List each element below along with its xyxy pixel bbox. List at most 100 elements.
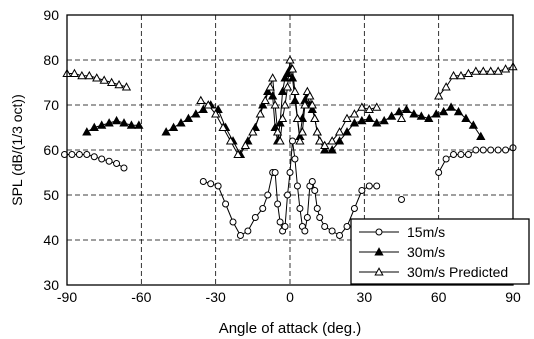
x-tick-label: 30	[357, 289, 373, 305]
data-point	[461, 113, 471, 123]
data-point	[191, 109, 201, 118]
data-point	[372, 102, 382, 111]
data-point	[358, 187, 366, 194]
data-point	[134, 120, 144, 129]
data-point	[327, 136, 337, 145]
data-point	[126, 120, 137, 129]
data-point	[394, 106, 404, 116]
data-point	[464, 151, 472, 158]
data-point	[264, 191, 272, 199]
data-point	[286, 169, 294, 176]
plot-frame	[66, 14, 514, 286]
data-point	[303, 214, 311, 221]
data-point	[285, 55, 295, 64]
data-point	[396, 113, 407, 123]
data-point	[441, 82, 451, 91]
data-point	[478, 66, 488, 75]
y-tick-label: 80	[43, 52, 59, 68]
data-point	[214, 182, 222, 190]
data-point	[487, 146, 495, 154]
y-tick-label: 40	[43, 232, 59, 248]
data-point	[274, 200, 282, 208]
data-point	[453, 106, 464, 116]
data-point	[364, 104, 374, 114]
data-point	[176, 118, 186, 127]
data-point	[82, 127, 92, 136]
data-point	[260, 95, 270, 105]
data-point	[493, 66, 503, 75]
data-point	[357, 102, 367, 111]
x-axis-label: Angle of attack (deg.)	[219, 320, 362, 337]
data-point	[75, 151, 83, 158]
data-point	[313, 205, 321, 212]
data-point	[265, 82, 275, 91]
data-point	[468, 120, 479, 129]
data-point	[334, 136, 345, 145]
series-2	[62, 55, 518, 159]
data-point	[321, 223, 329, 230]
data-point	[222, 200, 230, 208]
data-point	[290, 86, 300, 96]
data-point	[290, 95, 300, 105]
data-point	[343, 223, 351, 230]
data-point	[233, 149, 243, 159]
x-tick-label: 0	[286, 289, 294, 305]
data-point	[268, 73, 278, 82]
data-point	[297, 127, 308, 136]
series-0	[61, 137, 517, 239]
data-point	[320, 140, 330, 150]
data-point	[255, 109, 265, 118]
data-point	[84, 70, 94, 80]
data-point	[379, 115, 389, 125]
data-point	[282, 68, 293, 78]
data-point	[479, 146, 487, 154]
axis-ticks: -90 -60 -30 0 30 60 90 30 40 50 60 70 80 90	[43, 7, 521, 305]
data-point	[350, 205, 358, 212]
data-point	[244, 227, 252, 235]
data-point	[456, 70, 466, 80]
data-point	[312, 127, 322, 136]
data-series	[61, 55, 518, 239]
data-point	[248, 127, 258, 136]
data-point	[198, 104, 208, 114]
data-point	[349, 118, 360, 127]
data-point	[287, 73, 298, 82]
data-point	[416, 111, 426, 120]
data-point	[336, 232, 344, 239]
data-point	[68, 151, 76, 158]
data-point	[183, 113, 194, 123]
data-point	[349, 109, 360, 118]
data-point	[386, 111, 397, 120]
data-point	[342, 127, 352, 136]
data-point	[500, 64, 511, 73]
data-point	[225, 136, 236, 145]
data-point	[284, 191, 292, 199]
data-point	[199, 178, 207, 185]
data-point	[280, 73, 290, 82]
data-point	[236, 232, 244, 239]
data-point	[83, 151, 91, 158]
data-point	[218, 122, 228, 132]
data-point	[320, 145, 330, 154]
y-tick-label: 30	[43, 277, 59, 293]
data-point	[328, 227, 336, 235]
x-tick-label: -90	[57, 289, 77, 305]
data-point	[275, 136, 285, 145]
data-point	[307, 100, 317, 109]
data-point	[282, 82, 293, 91]
data-point	[401, 104, 412, 114]
data-point	[276, 218, 284, 226]
data-point	[114, 79, 124, 89]
data-point	[69, 68, 80, 78]
legend-label: 15m/s	[407, 224, 445, 240]
data-point	[207, 180, 215, 188]
legend: 15m/s 30m/s 30m/s Predicted	[350, 218, 530, 285]
data-point	[301, 227, 309, 235]
y-tick-label: 70	[43, 97, 59, 113]
data-point	[372, 118, 382, 127]
data-point	[364, 113, 374, 123]
data-point	[450, 151, 458, 158]
data-point	[270, 100, 280, 109]
data-point	[291, 155, 299, 163]
